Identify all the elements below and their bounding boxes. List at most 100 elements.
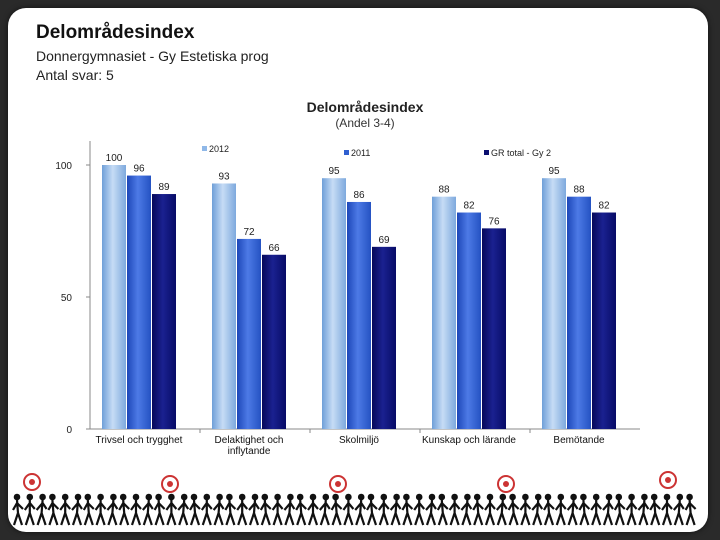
crowd-figure	[35, 493, 48, 526]
crowd-figure	[82, 493, 95, 526]
data-label: 89	[158, 182, 170, 193]
bar-2011	[237, 238, 261, 429]
crowd-figure	[425, 493, 437, 526]
crowd-figure	[389, 493, 402, 526]
y-tick-label: 100	[55, 161, 72, 172]
crowd-figure	[472, 493, 484, 526]
y-tick-label: 50	[61, 293, 73, 304]
bar-2011	[567, 196, 591, 429]
crowd-figure	[236, 493, 249, 526]
data-label: 69	[378, 235, 390, 246]
bar-gr-total-gy-2	[372, 246, 396, 429]
crowd-figure	[200, 493, 213, 526]
crowd-figure	[295, 493, 307, 526]
chart-legend: 2012 2011 GR total - Gy 2	[202, 144, 551, 158]
crowd-figure	[554, 493, 567, 526]
crowd-figure	[318, 493, 331, 526]
category-label: Kunskap och lärande	[422, 435, 516, 446]
target-icon	[497, 475, 515, 493]
crowd-figure	[590, 493, 603, 526]
y-tick-label: 0	[66, 425, 72, 436]
chart-subtitle: (Andel 3-4)	[335, 116, 394, 130]
respondent-count: Antal svar: 5	[36, 67, 114, 83]
crowd-figure	[436, 493, 449, 526]
crowd-figure	[189, 493, 201, 526]
crowd-figure	[566, 493, 579, 526]
legend-swatch	[202, 146, 207, 151]
crowd-figure	[118, 493, 130, 526]
crowd-figure	[354, 493, 367, 526]
slide: Delområdesindex Donnergymnasiet - Gy Est…	[8, 8, 708, 532]
data-label: 88	[438, 185, 450, 196]
bar-gr-total-gy-2	[152, 194, 176, 429]
chart-title: Delområdesindex	[307, 99, 424, 115]
crowd-figure	[543, 493, 555, 526]
crowd-figure	[59, 493, 72, 526]
category-label: Skolmiljö	[339, 435, 379, 446]
bar-2011	[127, 175, 151, 429]
crowd-figure	[507, 493, 520, 526]
category-label: inflytande	[228, 446, 271, 457]
bar-gr-total-gy-2	[262, 254, 286, 429]
crowd-figure	[684, 493, 697, 526]
bar-2012	[322, 178, 346, 429]
crowd-figure	[519, 493, 532, 526]
crowd-figure	[224, 493, 237, 526]
data-label: 82	[463, 201, 475, 212]
target-icon	[659, 471, 677, 489]
crowd-figure	[47, 493, 60, 526]
target-icon	[23, 473, 41, 491]
data-label: 95	[548, 166, 560, 177]
crowd-figure	[401, 493, 414, 526]
legend-swatch	[484, 150, 489, 155]
crowd-figure	[484, 493, 496, 526]
data-label: 95	[328, 166, 340, 177]
crowd-figure	[130, 493, 142, 526]
data-label: 93	[218, 171, 230, 182]
slide-subtitle: Donnergymnasiet - Gy Estetiska prog	[36, 48, 269, 64]
crowd-figure	[259, 493, 272, 526]
data-label: 66	[268, 243, 280, 254]
crowd-figure	[672, 493, 685, 526]
target-icon	[329, 475, 347, 493]
crowd-figure	[613, 493, 626, 526]
crowd-figure	[649, 493, 661, 526]
crowd-figure	[271, 493, 284, 526]
crowd-figure	[141, 493, 154, 526]
data-label: 100	[106, 153, 123, 164]
legend-swatch	[344, 150, 349, 155]
crowd-figure	[460, 493, 473, 526]
bar-2011	[457, 212, 481, 429]
crowd-figure	[106, 493, 119, 526]
crowd-figure	[12, 493, 24, 526]
crowd-figure	[578, 493, 591, 526]
crowd-figure	[330, 493, 343, 526]
crowd-figure	[377, 493, 390, 526]
crowd-figure	[307, 493, 319, 526]
bar-2011	[347, 201, 371, 429]
crowd-figure	[637, 493, 650, 526]
category-label: Trivsel och trygghet	[96, 435, 183, 446]
crowd-figure	[71, 493, 83, 526]
data-label: 72	[243, 227, 255, 238]
crowd-figure	[153, 493, 166, 526]
crowd-figure	[94, 493, 107, 526]
bar-2012	[542, 178, 566, 429]
crowd-figure	[212, 493, 225, 526]
slide-heading: Delområdesindex	[36, 22, 195, 43]
crowd-figure	[625, 493, 638, 526]
crowd-figure	[495, 493, 508, 526]
crowd-figure	[661, 493, 673, 526]
bar-chart: Delområdesindex (Andel 3-4) 2012 2011 GR t…	[55, 99, 640, 457]
crowd-figure	[23, 493, 36, 526]
legend-label: 2012	[209, 144, 229, 154]
legend-label: GR total - Gy 2	[491, 148, 551, 158]
crowd-figure	[177, 493, 190, 526]
bar-gr-total-gy-2	[592, 212, 616, 429]
crowd-figure	[448, 493, 461, 526]
data-label: 82	[598, 201, 610, 212]
data-label: 86	[353, 190, 365, 201]
crowd-figure	[283, 493, 296, 526]
bar-gr-total-gy-2	[482, 228, 506, 429]
legend-label: 2011	[351, 148, 370, 158]
